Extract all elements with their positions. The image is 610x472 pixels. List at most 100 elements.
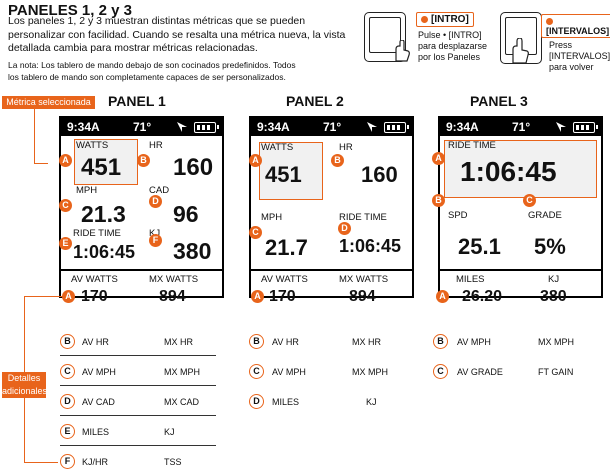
arrow-icon xyxy=(366,121,378,136)
detail-right: MX MPH xyxy=(164,367,200,377)
metric-label: RIDE TIME xyxy=(339,212,387,223)
metric-value: 96 xyxy=(173,201,199,227)
marker-b: B xyxy=(249,334,264,349)
panel3: 9:34A 71° RIDE TIME 1:06:45 SPD 25.1 GRA… xyxy=(438,116,603,305)
bottom-label: MX WATTS xyxy=(339,274,389,285)
metric-label: HR xyxy=(149,140,163,151)
note-text: La nota: Los tablero de mando debajo de … xyxy=(8,60,296,82)
panel-divider xyxy=(440,269,601,271)
marker-e: E xyxy=(60,424,75,439)
detail-right: MX MPH xyxy=(538,337,574,347)
detail-left: AV MPH xyxy=(82,367,116,377)
metric-label: CAD xyxy=(149,185,170,196)
metric-value: 160 xyxy=(361,162,398,187)
marker-b: B xyxy=(331,154,344,167)
marker-d: D xyxy=(149,195,162,208)
page-title: PANELES 1, 2 y 3 xyxy=(8,2,132,19)
bottom-value: 380 xyxy=(540,288,567,305)
intro-text: Los paneles 1, 2 y 3 muestran distintas … xyxy=(8,15,346,54)
metric-label: HR xyxy=(339,142,353,153)
metric-label: KJ xyxy=(149,228,160,239)
marker-c: C xyxy=(433,364,448,379)
metric-value: 160 xyxy=(173,154,214,181)
metric-value: 451 xyxy=(81,154,122,181)
selected-metric-highlight xyxy=(444,140,597,198)
detail-left: AV MPH xyxy=(457,337,491,347)
battery-icon xyxy=(194,122,219,133)
callout-additional-details: Detalles adicionales xyxy=(2,372,48,398)
metric-value: 25.1 xyxy=(458,234,501,259)
metric-label: RIDE TIME xyxy=(448,140,496,151)
marker-b: B xyxy=(433,334,448,349)
metric-value: 380 xyxy=(173,238,212,264)
detail-left: AV MPH xyxy=(272,367,306,377)
marker-b: B xyxy=(432,194,445,207)
status-bar: 9:34A 71° xyxy=(61,118,222,136)
detail-left: AV CAD xyxy=(82,397,115,407)
battery-icon xyxy=(384,122,409,133)
detail-left: KJ/HR xyxy=(82,457,109,467)
marker-e: E xyxy=(59,237,72,250)
detail-left: AV HR xyxy=(272,337,299,347)
arrow-icon xyxy=(555,121,567,136)
detail-right: KJ xyxy=(366,397,377,407)
marker-a: A xyxy=(59,154,72,167)
callout-line xyxy=(24,462,58,463)
detail-divider xyxy=(60,445,216,446)
detail-right: MX MPH xyxy=(352,367,388,377)
intro-button[interactable]: [INTRO] xyxy=(416,12,474,27)
metric-value: 1:06:45 xyxy=(460,156,557,187)
metric-label: MPH xyxy=(261,212,283,223)
marker-d: D xyxy=(60,394,75,409)
bottom-label: KJ xyxy=(548,274,560,285)
status-time: 9:34A xyxy=(257,120,290,134)
metric-value: 21.7 xyxy=(265,235,308,260)
metric-label: SPD xyxy=(448,210,468,221)
status-temp: 71° xyxy=(512,120,531,134)
battery-icon xyxy=(573,122,598,133)
marker-d: D xyxy=(249,394,264,409)
marker-c: C xyxy=(60,364,75,379)
detail-right: MX HR xyxy=(164,337,193,347)
marker-f: F xyxy=(60,454,75,469)
marker-a: A xyxy=(249,154,262,167)
bottom-label: AV WATTS xyxy=(71,274,118,285)
callout-line xyxy=(24,398,25,462)
metric-value: 5% xyxy=(534,234,566,259)
detail-right: MX CAD xyxy=(164,397,200,407)
callout-line xyxy=(24,296,25,372)
callout-line xyxy=(34,109,35,163)
bottom-value: 894 xyxy=(159,288,186,305)
detail-left: AV HR xyxy=(82,337,109,347)
callout-line xyxy=(24,296,62,297)
marker-a: A xyxy=(432,152,445,165)
metric-label: RIDE TIME xyxy=(73,228,121,239)
hand-press-icon xyxy=(392,39,410,62)
intervals-button-label: [INTERVALOS] xyxy=(546,26,610,36)
detail-divider xyxy=(60,355,216,356)
panel-divider xyxy=(61,269,222,271)
marker-b: B xyxy=(137,154,150,167)
intervals-caption: Press [INTERVALOS] para volver xyxy=(549,40,610,72)
status-temp: 71° xyxy=(323,120,342,134)
panel1-title: PANEL 1 xyxy=(108,93,166,109)
panel1: 9:34A 71° WATTS 451 HR 160 MPH 21.3 CAD … xyxy=(59,116,224,305)
callout-line xyxy=(34,163,48,164)
marker-f: F xyxy=(149,234,162,247)
marker-d: D xyxy=(338,222,351,235)
intervals-button[interactable]: [INTERVALOS] xyxy=(541,14,610,38)
bottom-value: 894 xyxy=(349,288,376,305)
bottom-value: 26.20 xyxy=(462,288,503,305)
arrow-icon xyxy=(176,121,188,136)
detail-divider xyxy=(60,385,216,386)
marker-a: A xyxy=(436,290,449,303)
bottom-label: MILES xyxy=(456,274,485,285)
status-bar: 9:34A 71° xyxy=(440,118,601,136)
intro-button-label: [INTRO] xyxy=(431,14,469,25)
hand-press-icon xyxy=(508,37,530,64)
bottom-value: 170 xyxy=(81,288,108,305)
marker-a: A xyxy=(62,290,75,303)
detail-left: MILES xyxy=(82,427,110,437)
marker-c: C xyxy=(249,226,262,239)
marker-c: C xyxy=(523,194,536,207)
